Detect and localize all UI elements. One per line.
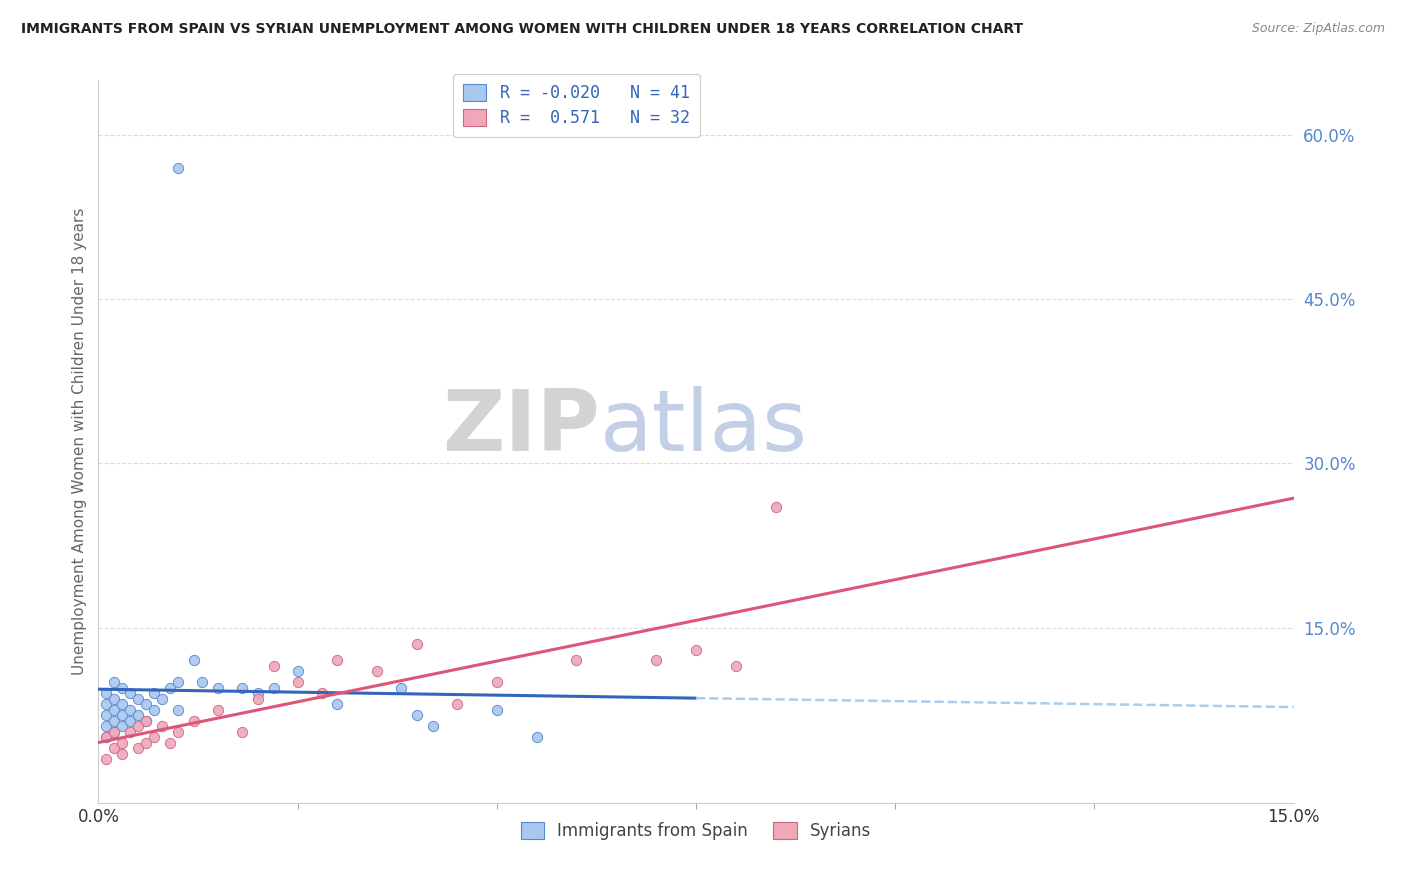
Point xyxy=(311,686,333,700)
Point xyxy=(246,686,269,700)
Point xyxy=(96,752,118,766)
Text: Source: ZipAtlas.com: Source: ZipAtlas.com xyxy=(1251,22,1385,36)
Point xyxy=(111,747,134,761)
Point xyxy=(207,703,229,717)
Point xyxy=(526,730,548,744)
Point xyxy=(406,708,429,723)
Point xyxy=(485,675,508,690)
Point xyxy=(406,637,429,651)
Point xyxy=(326,698,349,712)
Point xyxy=(111,708,134,723)
Point xyxy=(446,698,468,712)
Point xyxy=(103,675,125,690)
Point xyxy=(96,730,118,744)
Point xyxy=(111,735,134,749)
Point xyxy=(183,653,205,667)
Point xyxy=(167,675,190,690)
Point xyxy=(120,714,142,728)
Point xyxy=(96,686,118,700)
Point xyxy=(103,724,125,739)
Point xyxy=(96,708,118,723)
Point xyxy=(685,642,707,657)
Point xyxy=(111,698,134,712)
Point xyxy=(231,681,253,695)
Point xyxy=(485,703,508,717)
Point xyxy=(167,703,190,717)
Point xyxy=(120,724,142,739)
Text: ZIP: ZIP xyxy=(443,385,600,468)
Point xyxy=(127,741,149,756)
Point xyxy=(191,675,214,690)
Point xyxy=(96,719,118,733)
Text: atlas: atlas xyxy=(600,385,808,468)
Point xyxy=(143,686,166,700)
Point xyxy=(135,698,157,712)
Point xyxy=(135,714,157,728)
Y-axis label: Unemployment Among Women with Children Under 18 years: Unemployment Among Women with Children U… xyxy=(72,208,87,675)
Point xyxy=(724,659,747,673)
Point xyxy=(111,681,134,695)
Point xyxy=(287,675,309,690)
Point xyxy=(120,686,142,700)
Point xyxy=(96,698,118,712)
Point xyxy=(150,719,173,733)
Point xyxy=(150,691,173,706)
Point xyxy=(645,653,668,667)
Point xyxy=(263,681,285,695)
Point xyxy=(422,719,444,733)
Point xyxy=(96,730,118,744)
Point xyxy=(127,719,149,733)
Point xyxy=(127,708,149,723)
Point xyxy=(103,691,125,706)
Point xyxy=(103,714,125,728)
Point xyxy=(366,665,388,679)
Point xyxy=(159,735,181,749)
Point xyxy=(135,735,157,749)
Point xyxy=(287,665,309,679)
Point xyxy=(167,161,190,175)
Point xyxy=(765,500,787,515)
Point xyxy=(120,703,142,717)
Point xyxy=(143,730,166,744)
Point xyxy=(167,724,190,739)
Point xyxy=(143,703,166,717)
Legend: Immigrants from Spain, Syrians: Immigrants from Spain, Syrians xyxy=(512,814,880,848)
Text: IMMIGRANTS FROM SPAIN VS SYRIAN UNEMPLOYMENT AMONG WOMEN WITH CHILDREN UNDER 18 : IMMIGRANTS FROM SPAIN VS SYRIAN UNEMPLOY… xyxy=(21,22,1024,37)
Point xyxy=(135,714,157,728)
Point xyxy=(326,653,349,667)
Point xyxy=(127,691,149,706)
Point xyxy=(103,724,125,739)
Point xyxy=(183,714,205,728)
Point xyxy=(207,681,229,695)
Point xyxy=(103,703,125,717)
Point xyxy=(246,691,269,706)
Point xyxy=(389,681,412,695)
Point xyxy=(231,724,253,739)
Point xyxy=(565,653,588,667)
Point xyxy=(103,741,125,756)
Point xyxy=(111,719,134,733)
Point xyxy=(159,681,181,695)
Point xyxy=(263,659,285,673)
